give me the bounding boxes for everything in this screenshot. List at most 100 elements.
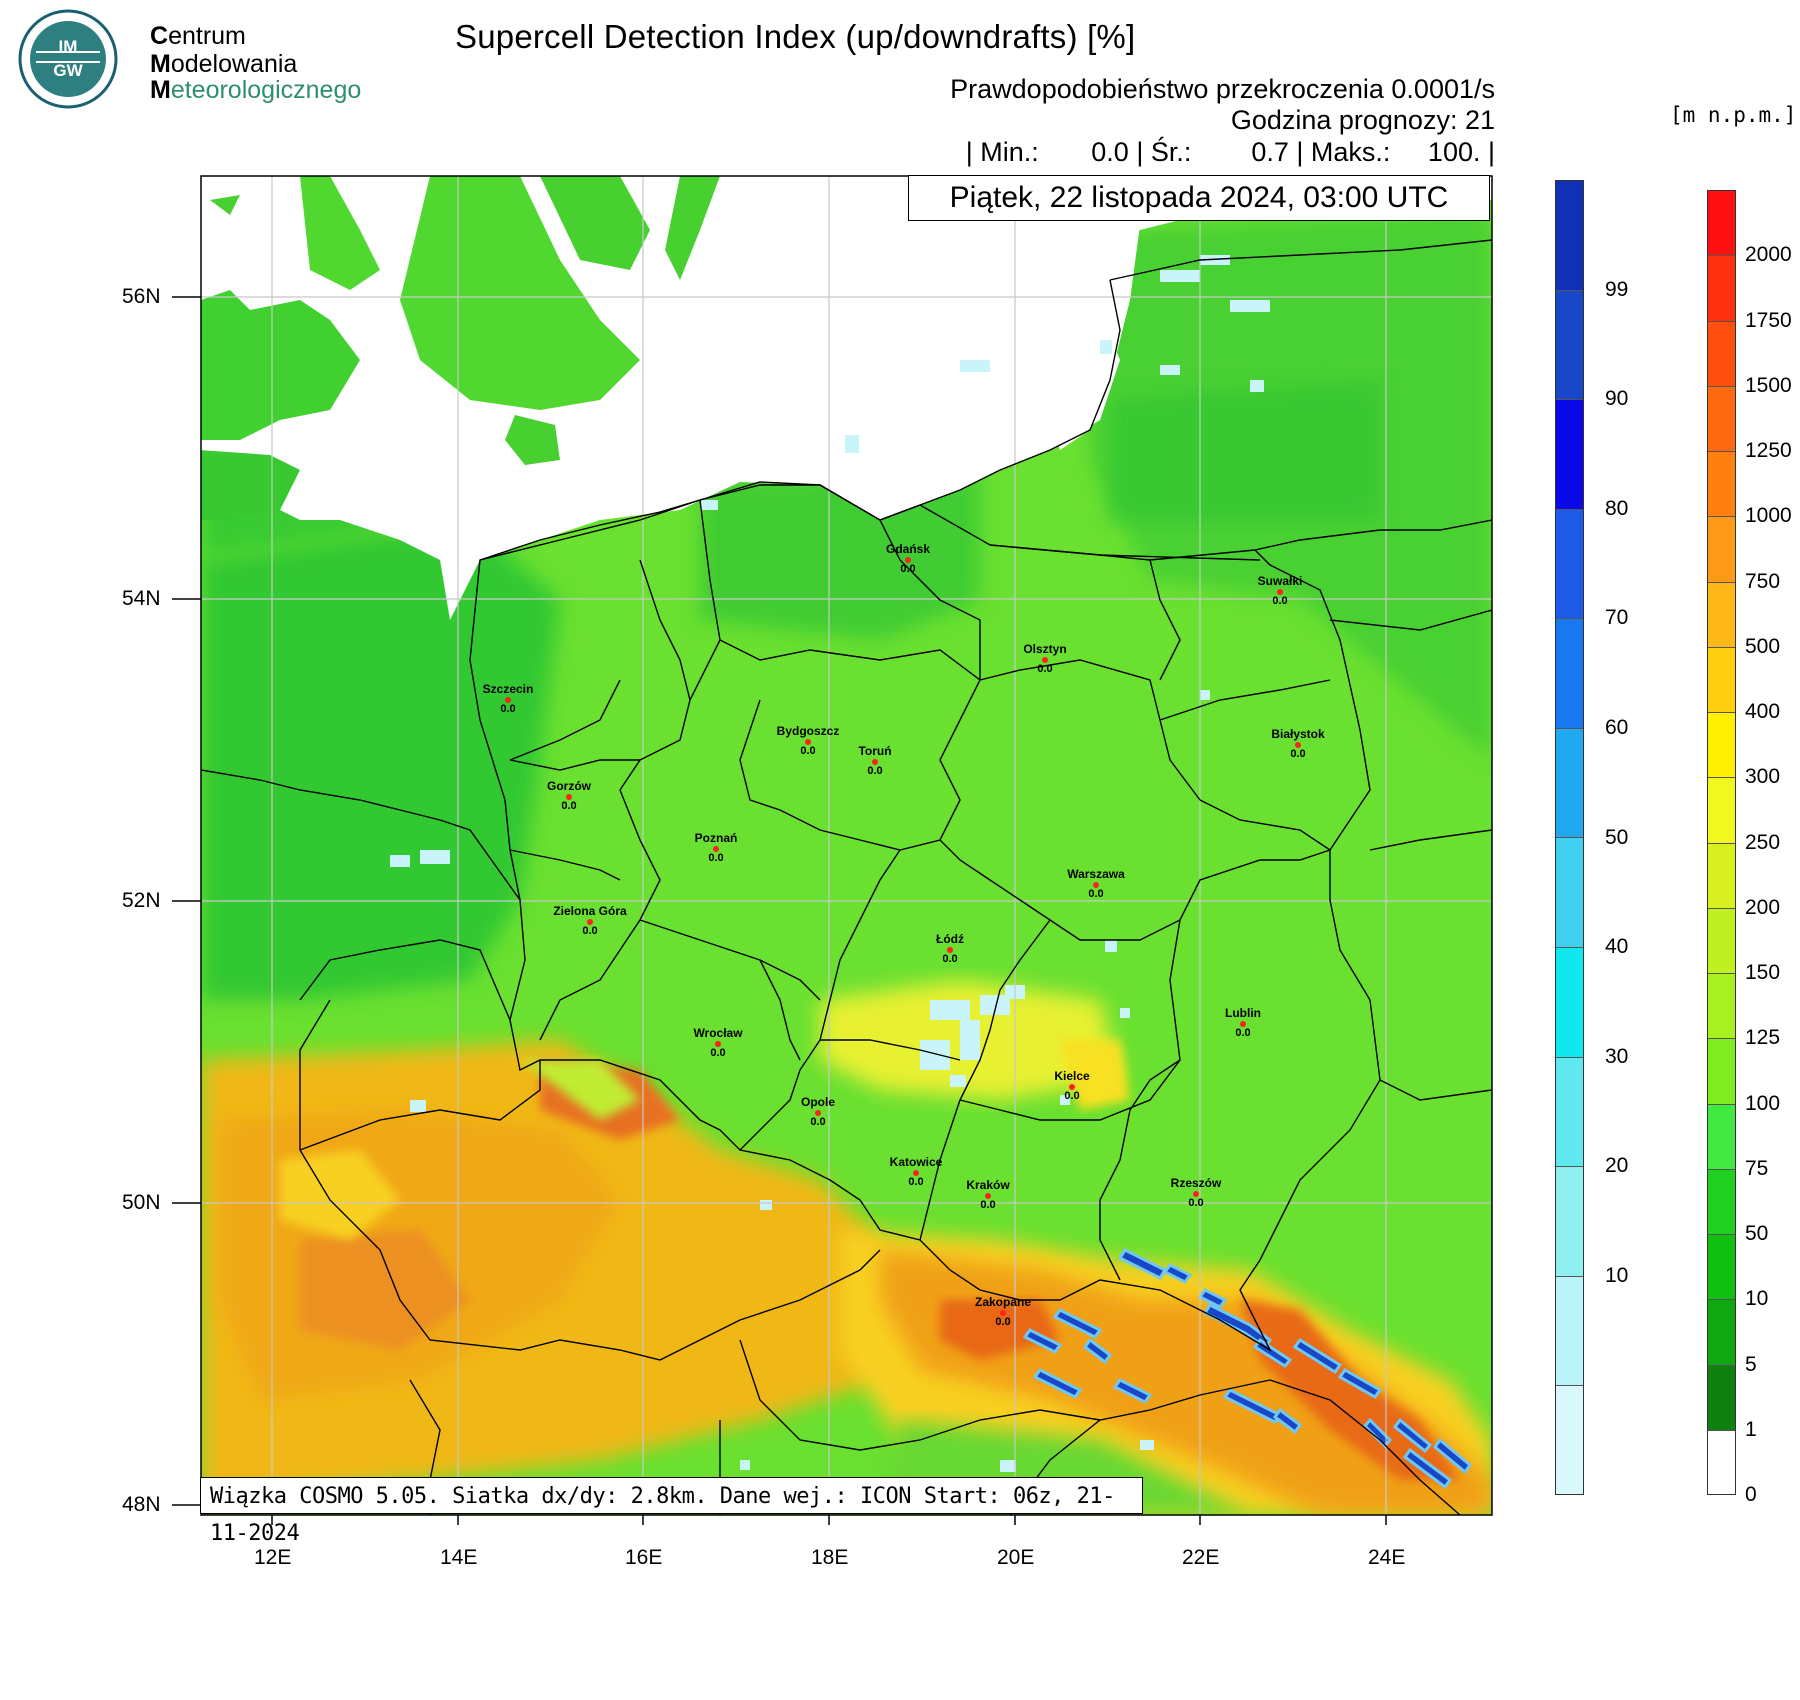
terrain-colorbar-label: 750 — [1745, 569, 1781, 593]
terrain-colorbar-segment — [1708, 386, 1735, 452]
city-marker: Suwałki 0.0 — [1220, 575, 1340, 608]
sdi-colorbar-segment — [1556, 728, 1583, 839]
city-marker: Kielce 0.0 — [1012, 1070, 1132, 1103]
city-value: 0.0 — [710, 1047, 726, 1059]
lat-label: 48N — [122, 1493, 161, 1516]
terrain-colorbar-label: 50 — [1745, 1222, 1769, 1245]
axis-ticks — [172, 296, 1387, 1525]
sdi-colorbar-segment — [1556, 948, 1583, 1058]
lon-label: 18E — [811, 1546, 849, 1569]
city-value: 0.0 — [980, 1199, 996, 1211]
city-dot — [805, 739, 811, 745]
city-value: 0.0 — [1188, 1197, 1204, 1209]
lon-label: 24E — [1368, 1546, 1406, 1569]
city-name: Katowice — [889, 1155, 943, 1169]
terrain-colorbar-label: 2000 — [1745, 243, 1792, 267]
sdi-colorbar-segment — [1556, 1057, 1583, 1168]
lat-label: 56N — [122, 285, 161, 308]
sdi-colorbar-segment — [1556, 838, 1583, 949]
city-dot — [1093, 882, 1099, 888]
sdi-colorbar-label: 10 — [1605, 1263, 1629, 1287]
city-name: Olsztyn — [1023, 642, 1067, 656]
city-name: Kraków — [966, 1178, 1010, 1192]
terrain-colorbar-label: 0 — [1745, 1483, 1757, 1506]
city-name: Poznań — [694, 831, 738, 845]
org-name-line1: Centrum — [150, 22, 246, 51]
terrain-colorbar-label: 150 — [1745, 961, 1781, 984]
city-marker: Rzeszów 0.0 — [1136, 1177, 1256, 1210]
lon-label: 22E — [1182, 1546, 1220, 1569]
city-name: Rzeszów — [1170, 1176, 1222, 1190]
terrain-colorbar-segment — [1708, 256, 1735, 322]
city-marker: Warszawa 0.0 — [1036, 868, 1156, 901]
terrain-colorbar-segment — [1708, 778, 1735, 844]
city-dot — [815, 1110, 821, 1116]
city-marker: Kraków 0.0 — [928, 1179, 1048, 1212]
terrain-colorbar-segment — [1708, 843, 1735, 909]
city-value: 0.0 — [1272, 595, 1288, 607]
city-name: Szczecin — [482, 682, 534, 696]
city-marker: Toruń 0.0 — [815, 745, 935, 778]
city-name: Gorzów — [547, 779, 591, 793]
terrain-colorbar — [1707, 190, 1736, 1495]
terrain-colorbar-segment — [1708, 191, 1735, 257]
terrain-colorbar-label: 400 — [1745, 700, 1781, 723]
city-value: 0.0 — [810, 1116, 826, 1128]
city-name: Toruń — [858, 744, 892, 758]
terrain-colorbar-label: 1 — [1745, 1417, 1757, 1441]
city-name: Wrocław — [693, 1026, 743, 1040]
city-value: 0.0 — [867, 765, 883, 777]
sdi-colorbar-segment — [1556, 400, 1583, 510]
terrain-colorbar-label: 1000 — [1745, 504, 1792, 528]
city-marker: Bydgoszcz 0.0 — [748, 725, 868, 758]
org-line1-initial: C — [150, 22, 169, 50]
imgw-logo-badge — [18, 9, 118, 109]
lat-label: 54N — [122, 587, 161, 610]
city-marker: Zakopane 0.0 — [943, 1296, 1063, 1329]
city-marker: Poznań 0.0 — [656, 832, 776, 865]
sdi-colorbar-segment — [1556, 1386, 1583, 1494]
city-name: Białystok — [1271, 727, 1325, 741]
sdi-colorbar-label: 80 — [1605, 496, 1629, 520]
badge-text-bottom: GW — [53, 61, 83, 80]
date-box: Piątek, 22 listopada 2024, 03:00 UTC — [908, 175, 1490, 221]
city-name: Łódź — [936, 932, 964, 946]
city-value: 0.0 — [582, 925, 598, 937]
terrain-colorbar-segment — [1708, 1169, 1735, 1235]
map-frame — [200, 175, 1493, 1516]
sdi-colorbar-segment — [1556, 619, 1583, 729]
model-info-box: Wiązka COSMO 5.05. Siatka dx/dy: 2.8km. … — [200, 1477, 1143, 1546]
sdi-colorbar-label: 60 — [1605, 715, 1629, 739]
forecast-hour: Godzina prognozy: 21 — [1230, 105, 1495, 135]
city-marker: Białystok 0.0 — [1238, 728, 1358, 761]
sdi-colorbar-label: 50 — [1605, 825, 1629, 849]
city-name: Warszawa — [1067, 867, 1125, 881]
city-value: 0.0 — [561, 800, 577, 812]
city-name: Zielona Góra — [553, 904, 627, 918]
org-line2-initial: M — [150, 50, 171, 78]
unit-label: [m n.p.m.] — [1670, 103, 1797, 127]
city-name: Gdańsk — [885, 542, 930, 556]
city-dot — [1193, 1191, 1199, 1197]
city-marker: Lublin 0.0 — [1183, 1007, 1303, 1040]
graticule — [201, 176, 1492, 1515]
city-value: 0.0 — [1290, 748, 1306, 760]
city-value: 0.0 — [995, 1316, 1011, 1328]
sdi-colorbar-label: 70 — [1605, 606, 1629, 630]
city-marker: Zielona Góra 0.0 — [530, 905, 650, 938]
sdi-probability-layer — [390, 255, 1473, 1490]
terrain-colorbar-label: 1250 — [1745, 439, 1792, 462]
city-value: 0.0 — [708, 852, 724, 864]
org-name-line3: Meteorologicznego — [150, 76, 361, 105]
city-dot — [1240, 1021, 1246, 1027]
city-marker: Gdańsk 0.0 — [848, 543, 968, 576]
city-dot — [947, 947, 953, 953]
org-line1-rest: entrum — [168, 22, 246, 50]
city-value: 0.0 — [942, 953, 958, 965]
terrain-colorbar-segment — [1708, 452, 1735, 518]
lat-label: 50N — [122, 1191, 161, 1214]
city-dot — [1042, 657, 1048, 663]
city-marker: Olsztyn 0.0 — [985, 643, 1105, 676]
city-name: Bydgoszcz — [776, 724, 840, 738]
terrain-colorbar-label: 1500 — [1745, 373, 1792, 397]
